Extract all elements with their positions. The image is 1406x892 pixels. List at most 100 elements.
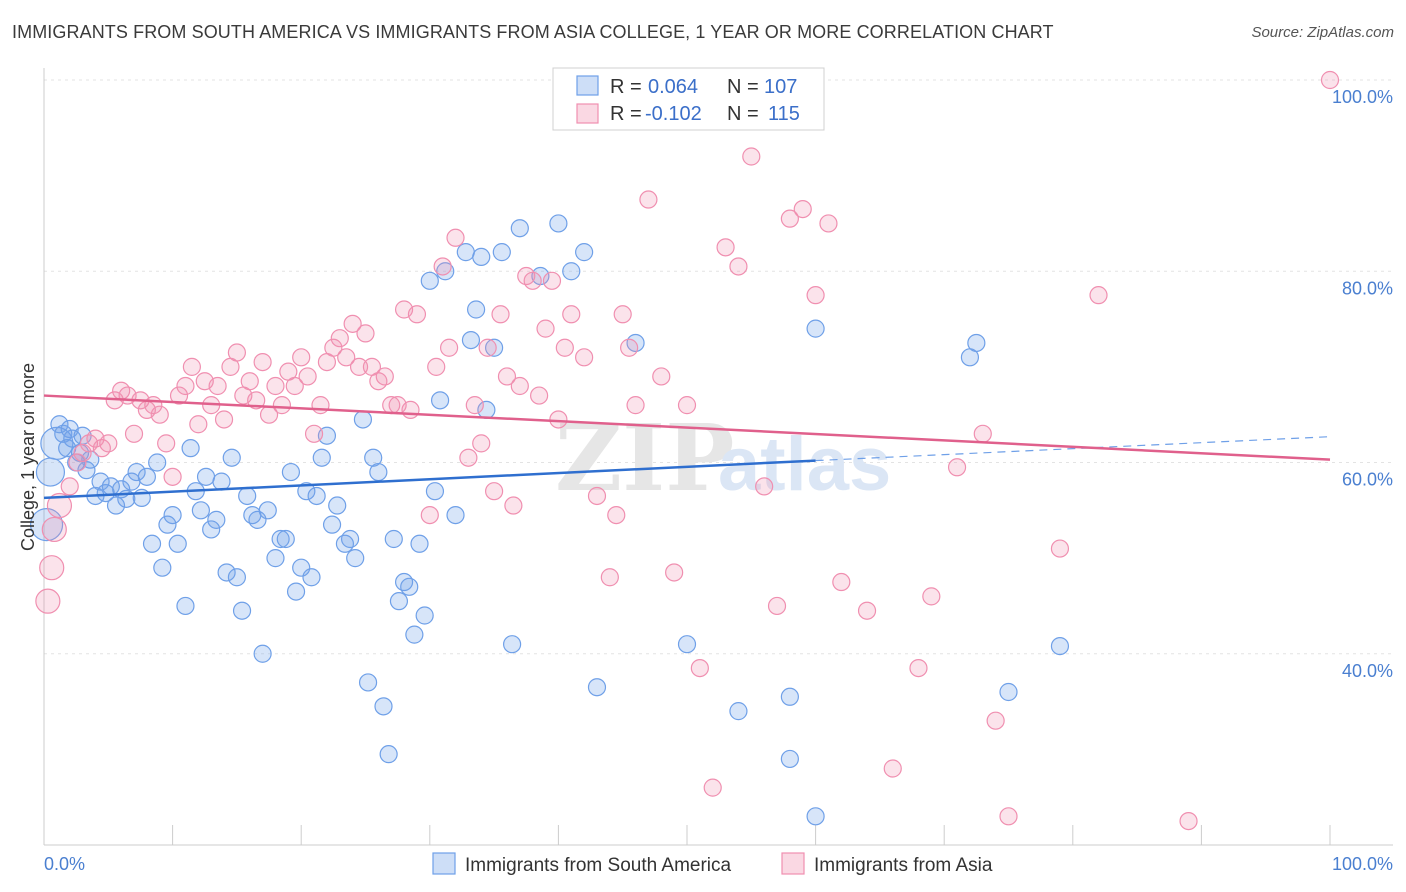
point-asia-18 — [150, 405, 169, 424]
chart-title: IMMIGRANTS FROM SOUTH AMERICA VS IMMIGRA… — [12, 22, 1054, 42]
point-south-america-62 — [346, 549, 365, 568]
point-asia-110 — [986, 711, 1005, 730]
grid-lines — [44, 79, 1393, 655]
point-south-america-63 — [353, 410, 373, 429]
point-asia-40 — [292, 348, 311, 367]
point-south-america-104 — [967, 333, 986, 353]
trend-lines — [43, 394, 1331, 500]
point-asia-100 — [793, 199, 812, 219]
point-south-america-55 — [307, 486, 326, 506]
point-south-america-41 — [232, 601, 252, 620]
point-asia-27 — [208, 376, 227, 396]
point-south-america-34 — [196, 467, 216, 486]
x-tick-label-max: 100.0% — [1332, 854, 1393, 874]
point-asia-34 — [253, 352, 272, 372]
point-asia-80 — [562, 305, 581, 324]
legend-label-asia: Immigrants from Asia — [814, 855, 993, 876]
point-asia-23 — [182, 357, 201, 376]
point-south-america-78 — [430, 391, 450, 410]
point-south-america-38 — [217, 563, 236, 582]
point-south-america-80 — [446, 505, 465, 525]
point-asia-1 — [39, 555, 65, 581]
point-south-america-47 — [266, 549, 285, 568]
point-south-america-79 — [436, 262, 455, 281]
point-asia-104 — [857, 601, 877, 620]
point-south-america-61 — [340, 529, 360, 549]
legend-label-south-america: Immigrants from South America — [465, 855, 732, 876]
point-asia-0 — [35, 588, 61, 614]
point-south-america-66 — [369, 462, 388, 482]
legend-r-label-asia: R = — [610, 103, 642, 125]
point-south-america-84 — [472, 247, 491, 267]
point-south-america-96 — [677, 635, 697, 654]
point-south-america-105 — [1050, 636, 1070, 656]
point-asia-74 — [523, 271, 542, 290]
point-asia-95 — [729, 257, 748, 276]
point-asia-6 — [73, 443, 92, 463]
legend-stats: R = 0.064 N = 107 R = -0.102 N = 115 — [552, 67, 825, 131]
point-south-america-99 — [780, 749, 799, 769]
point-south-america-27 — [158, 515, 177, 534]
point-asia-99 — [780, 209, 799, 228]
point-south-america-67 — [374, 697, 393, 716]
trend-line-south-america-extension — [815, 436, 1331, 462]
point-asia-41 — [298, 367, 317, 386]
point-asia-59 — [420, 505, 439, 525]
point-asia-86 — [620, 338, 639, 357]
point-asia-10 — [99, 434, 118, 453]
point-south-america-100 — [806, 319, 825, 338]
point-asia-2 — [41, 516, 67, 543]
point-asia-71 — [504, 496, 523, 515]
point-south-america-73 — [405, 625, 424, 644]
point-south-america-74 — [410, 534, 429, 553]
point-south-america-26 — [153, 558, 172, 577]
x-tick-label-min: 0.0% — [44, 854, 85, 874]
point-south-america-7 — [63, 429, 82, 448]
point-south-america-35 — [202, 520, 221, 539]
point-asia-46 — [330, 329, 349, 348]
point-asia-60 — [427, 357, 446, 376]
point-south-america-40 — [227, 568, 246, 587]
point-asia-87 — [626, 396, 645, 415]
point-asia-14 — [124, 424, 144, 443]
watermark-zip: ZIP — [555, 404, 734, 512]
point-south-america-54 — [302, 568, 321, 587]
point-south-america-23 — [137, 467, 156, 486]
point-south-america-33 — [191, 501, 210, 520]
point-south-america-88 — [503, 635, 522, 654]
point-south-america-75 — [415, 606, 434, 625]
point-south-america-69 — [384, 529, 403, 549]
legend-swatch-south-america-bottom — [432, 852, 456, 875]
point-asia-106 — [909, 658, 928, 678]
point-south-america-68 — [379, 745, 398, 764]
point-asia-49 — [349, 357, 369, 376]
point-asia-109 — [973, 424, 992, 443]
point-asia-36 — [266, 376, 285, 396]
y-axis-label: College, 1 year or more — [18, 363, 38, 551]
point-asia-58 — [407, 305, 427, 324]
point-south-america-39 — [222, 448, 241, 467]
axes — [43, 68, 1393, 846]
point-asia-39 — [285, 376, 304, 396]
point-south-america-72 — [400, 577, 419, 596]
legend-swatch-asia — [576, 103, 599, 124]
point-south-america-29 — [168, 534, 187, 553]
point-south-america-101 — [806, 807, 825, 826]
point-south-america-98 — [780, 687, 799, 706]
y-tick-label-1: 60.0% — [1342, 470, 1393, 490]
point-asia-43 — [311, 396, 330, 415]
legend-swatch-south-america — [576, 75, 599, 96]
point-asia-61 — [433, 257, 452, 276]
point-asia-92 — [690, 658, 709, 678]
point-south-america-56 — [312, 448, 331, 467]
point-south-america-30 — [176, 596, 195, 616]
point-south-america-59 — [328, 496, 347, 515]
point-asia-101 — [806, 286, 825, 305]
point-asia-63 — [446, 228, 465, 247]
legend-n-value-asia: 115 — [768, 103, 800, 125]
point-asia-20 — [163, 467, 182, 486]
point-asia-97 — [755, 477, 774, 496]
point-south-america-70 — [389, 592, 409, 611]
point-asia-32 — [240, 372, 259, 391]
